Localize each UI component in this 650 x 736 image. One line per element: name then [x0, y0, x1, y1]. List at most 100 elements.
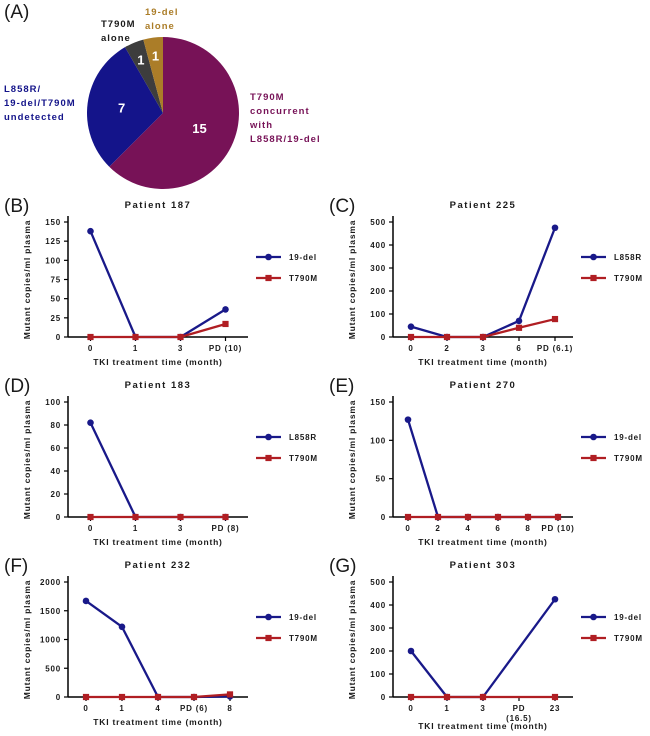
- pie-slice-label: L858R/19-del/T790M undetected: [4, 84, 76, 123]
- y-tick-label: 50: [376, 475, 387, 484]
- y-tick-label: 200: [370, 287, 386, 296]
- series-line-19-del: [89, 230, 227, 339]
- data-point-T790M: [404, 513, 412, 521]
- panel-letter-G: (G): [329, 556, 357, 577]
- y-tick-label: 400: [370, 601, 386, 610]
- data-point-T790M: [177, 333, 184, 341]
- data-point-T790M: [154, 693, 162, 701]
- line-chart-patient-303: Patient 303 0 100 200 300 400 500 0 1 3 PD (16.5) 23…: [347, 560, 642, 731]
- chart-title: Patient 187: [125, 200, 192, 211]
- data-point-T790M: [226, 691, 234, 698]
- y-tick-label: 100: [370, 670, 386, 679]
- x-tick-label: 0: [408, 344, 413, 353]
- legend-entry-T790M: T790M: [256, 454, 318, 463]
- line-chart-patient-183: Patient 183 0 20 40 60 80 100 0 1 3 PD (8) Mutant c…: [22, 380, 318, 547]
- data-point-T790M: [551, 315, 559, 323]
- data-point-19-del: [404, 416, 412, 423]
- legend-marker-circle: [590, 253, 597, 261]
- series-line-19-del: [406, 419, 558, 519]
- x-axis-title: TKI treatment time (month): [93, 537, 222, 547]
- x-tick-label: PD (16.5): [506, 704, 532, 723]
- panel-letter-F: (F): [4, 556, 29, 577]
- legend-label: 19-del: [614, 433, 642, 442]
- x-tick-label: 3: [178, 344, 183, 353]
- data-point-T790M: [551, 693, 559, 701]
- pie-slice-label: 19-del alone: [145, 7, 178, 32]
- data-point-19-del: [118, 623, 126, 631]
- panel-letter-E: (E): [329, 376, 355, 397]
- legend-entry-T790M: T790M: [581, 274, 642, 283]
- pie-slice-3: [143, 37, 163, 113]
- y-tick-label: 2000: [40, 578, 61, 587]
- y-tick-label: 0: [381, 513, 386, 522]
- x-axis-title: TKI treatment time (month): [418, 721, 547, 731]
- legend-entry-T790M: T790M: [256, 274, 317, 283]
- legend-marker-square: [590, 454, 597, 462]
- legend-entry-19-del: 19-del: [256, 253, 317, 262]
- x-tick-label: 6: [516, 344, 521, 353]
- data-point-T790M: [434, 513, 442, 521]
- data-point-T790M: [443, 693, 451, 701]
- pie-slice-1: [87, 47, 163, 167]
- chart-title: Patient 183: [125, 380, 192, 391]
- x-axis-title: TKI treatment time (month): [93, 357, 222, 367]
- data-point-19-del: [82, 597, 90, 605]
- legend-label: 19-del: [289, 253, 317, 262]
- x-tick-label: 2: [444, 344, 449, 353]
- data-point-L858R: [515, 317, 523, 325]
- data-point-T790M: [407, 333, 415, 341]
- y-tick-label: 150: [45, 218, 61, 227]
- legend-entry-L858R: L858R: [581, 253, 642, 262]
- data-point-T790M: [190, 693, 198, 701]
- data-point-T790M: [554, 513, 562, 521]
- y-tick-label: 75: [51, 276, 62, 285]
- data-point-T790M: [132, 333, 139, 341]
- data-point-T790M: [443, 333, 451, 341]
- legend-label: 19-del: [614, 613, 642, 622]
- pie-slice-label: T790M alone: [101, 19, 136, 44]
- x-axis-title: TKI treatment time (month): [93, 717, 222, 727]
- series-line-19-del: [410, 598, 556, 699]
- legend-marker-square: [590, 274, 597, 282]
- y-tick-label: 500: [370, 218, 386, 227]
- legend-entry-19-del: 19-del: [581, 613, 642, 622]
- data-point-T790M: [222, 320, 229, 328]
- legend-label: T790M: [289, 634, 318, 643]
- y-tick-label: 100: [45, 398, 61, 407]
- pie-slice-value: 1: [137, 53, 144, 68]
- x-tick-label: 3: [178, 524, 183, 533]
- y-tick-label: 300: [370, 264, 386, 273]
- x-tick-label: PD (10): [209, 344, 242, 353]
- series-line-19-del: [85, 600, 231, 699]
- x-tick-label: 1: [133, 524, 138, 533]
- line-chart-patient-232: Patient 232 0 500 1000 1500 2000 0 1 4 PD (6) 8 Mut…: [22, 560, 318, 727]
- x-tick-label: 1: [133, 344, 138, 353]
- y-tick-label: 80: [51, 421, 62, 430]
- x-tick-label: 4: [155, 704, 160, 713]
- pie-slice-0: [109, 37, 239, 189]
- data-point-T790M: [87, 333, 94, 341]
- y-tick-label: 100: [45, 256, 61, 265]
- x-tick-label: 23: [550, 704, 561, 713]
- legend-marker-circle: [265, 253, 272, 261]
- y-axis-title: Mutant copies/ml plasma: [22, 400, 32, 519]
- y-tick-label: 1500: [40, 607, 61, 616]
- chart-title: Patient 270: [450, 380, 517, 391]
- chart-title: Patient 232: [125, 560, 192, 571]
- y-axis-title: Mutant copies/ml plasma: [347, 220, 357, 339]
- legend-label: T790M: [614, 454, 643, 463]
- panel-C: (C) Patient 225 0 100 200 300 400 500 0 2 3 6 PD (6…: [325, 194, 650, 376]
- data-point-T790M: [464, 513, 472, 521]
- panel-E: (E) Patient 270 0 50 100 150 0 2 4 6 8 PD (10) Muta…: [325, 374, 650, 556]
- y-axis-title: Mutant copies/ml plasma: [22, 220, 32, 339]
- legend-label: L858R: [614, 253, 642, 262]
- panel-letter-B: (B): [4, 196, 30, 217]
- y-tick-label: 50: [51, 295, 62, 304]
- legend-label: T790M: [289, 454, 318, 463]
- legend-entry-19-del: 19-del: [256, 613, 316, 622]
- data-point-19-del: [87, 227, 94, 235]
- series-line-L858R: [410, 227, 557, 339]
- y-tick-label: 0: [56, 693, 61, 702]
- y-tick-label: 0: [381, 333, 386, 342]
